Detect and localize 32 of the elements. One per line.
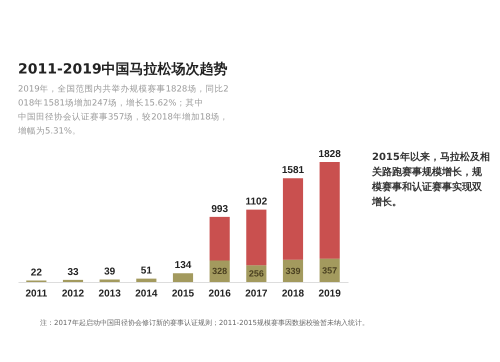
- data-label: 256: [248, 268, 264, 279]
- chart-title: 2011-2019中国马拉松场次趋势: [18, 62, 228, 78]
- data-label: 339: [285, 266, 301, 276]
- bar: [282, 178, 304, 260]
- total-label: 51: [140, 266, 152, 277]
- total-label: 993: [211, 204, 228, 215]
- bar: [172, 273, 194, 282]
- x-tick-label: 2016: [208, 288, 232, 300]
- total-label: 134: [174, 260, 192, 272]
- data-label: 328: [212, 266, 228, 276]
- total-label: 39: [104, 266, 116, 278]
- x-tick-label: 2014: [135, 288, 158, 300]
- total-label: 33: [67, 266, 79, 278]
- total-label: 1581: [282, 165, 305, 176]
- chart-subtitle: 2019年，全国范围内共举办规模赛事1828场，同比2018年1581场增加247场，增长15.62%；其中中国田径协会认证赛事357场，较2018年增加18场，增幅为5.31%。: [17, 84, 229, 136]
- x-tick-label: 2015: [172, 288, 195, 300]
- x-tick-label: 2018: [282, 288, 305, 300]
- total-label: 22: [30, 268, 42, 279]
- x-tick-label: 2011: [25, 288, 48, 300]
- bar: [100, 279, 120, 282]
- bar: [136, 278, 156, 282]
- x-tick-label: 2013: [98, 288, 122, 300]
- total-label: 1102: [245, 196, 268, 208]
- data-label: 357: [322, 265, 338, 276]
- bar: [320, 162, 340, 259]
- x-tick-label: 2012: [62, 288, 85, 300]
- total-label: 1828: [318, 149, 342, 160]
- bar: [246, 210, 266, 266]
- x-tick-label: 2017: [245, 288, 268, 300]
- bar: [210, 216, 230, 260]
- text: 2015年以来，马拉松及相关路跑赛事规模增长，规模赛事和认证赛事实现双增长。: [372, 150, 490, 210]
- x-tick-label: 2019: [318, 288, 342, 300]
